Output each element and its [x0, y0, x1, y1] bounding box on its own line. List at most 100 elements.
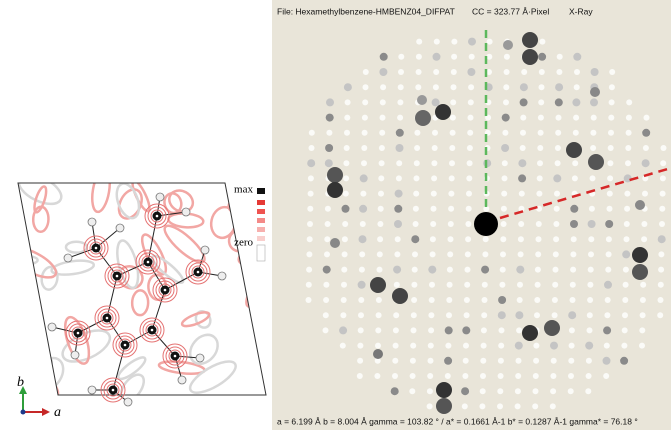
spot	[535, 251, 541, 257]
spot	[661, 145, 667, 151]
spot	[391, 387, 399, 395]
spot	[501, 144, 509, 152]
spot	[468, 99, 474, 105]
spot	[360, 191, 366, 197]
spot	[498, 373, 504, 379]
spot	[396, 175, 402, 181]
spot	[379, 160, 385, 166]
spot	[468, 115, 474, 121]
spot	[660, 191, 666, 197]
spot	[534, 297, 540, 303]
spot	[658, 267, 664, 273]
spot	[502, 175, 508, 181]
spot	[659, 206, 665, 212]
spot	[378, 175, 384, 181]
spot	[414, 175, 420, 181]
spot	[536, 236, 542, 242]
spot	[461, 387, 469, 395]
spot	[539, 84, 545, 90]
spot	[534, 312, 540, 318]
spot	[603, 326, 611, 334]
spot	[341, 267, 347, 273]
spot	[341, 297, 347, 303]
spot	[570, 251, 576, 257]
hydrogen-atom	[196, 354, 204, 362]
spot	[445, 373, 451, 379]
spot	[429, 282, 435, 288]
spot	[397, 99, 403, 105]
spot	[398, 84, 404, 90]
spot	[395, 236, 401, 242]
spot	[451, 69, 457, 75]
spot	[624, 174, 632, 182]
legend-zero: zero	[234, 237, 253, 249]
spot	[555, 130, 561, 136]
spot	[538, 99, 544, 105]
spot	[557, 54, 563, 60]
spot	[409, 388, 415, 394]
spot	[359, 251, 365, 257]
spot	[307, 159, 315, 167]
spot	[375, 343, 381, 349]
spot	[624, 206, 630, 212]
spot	[607, 160, 613, 166]
spot	[413, 221, 419, 227]
spot	[414, 145, 420, 151]
hydrogen-atom	[156, 193, 164, 201]
spot	[462, 373, 468, 379]
spot	[374, 373, 380, 379]
spot	[398, 54, 404, 60]
spot	[358, 312, 364, 318]
spot	[590, 130, 596, 136]
spot	[515, 373, 521, 379]
spot	[574, 69, 580, 75]
hydrogen-atom	[71, 351, 79, 359]
spot	[380, 99, 386, 105]
spot	[465, 251, 471, 257]
atom-highlight	[147, 261, 150, 264]
spot	[623, 267, 629, 273]
spot	[430, 236, 436, 242]
spot	[394, 282, 400, 288]
spot	[502, 130, 508, 136]
spot	[504, 54, 510, 60]
spot	[465, 221, 471, 227]
spot	[499, 327, 505, 333]
spot	[568, 388, 574, 394]
spot	[556, 69, 562, 75]
spot	[642, 129, 650, 137]
spot	[341, 282, 347, 288]
strong-spot	[590, 87, 600, 97]
spot	[515, 342, 523, 350]
spot	[428, 266, 436, 274]
spot	[396, 160, 402, 166]
spot	[607, 191, 613, 197]
spot	[467, 130, 473, 136]
spot	[306, 267, 312, 273]
spot	[448, 221, 454, 227]
strong-spot	[392, 288, 408, 304]
legend-max: max	[234, 184, 253, 196]
spot	[605, 267, 611, 273]
hydrogen-atom	[218, 272, 226, 280]
spot	[325, 159, 333, 167]
strong-spot	[632, 247, 648, 263]
spot	[378, 206, 384, 212]
spot	[568, 311, 576, 319]
spot	[447, 282, 453, 288]
spot	[309, 130, 315, 136]
spot	[536, 191, 542, 197]
spot	[587, 312, 593, 318]
spot	[410, 358, 416, 364]
spot	[376, 312, 382, 318]
spot	[357, 373, 363, 379]
spot	[462, 403, 468, 409]
spot	[607, 175, 613, 181]
spot	[550, 342, 558, 350]
spot	[571, 236, 577, 242]
spot	[517, 282, 523, 288]
spot	[551, 358, 557, 364]
spot	[659, 221, 665, 227]
file-name: File: Hexamethylbenzene-HMBENZ04_DIFPAT	[277, 6, 455, 16]
spot	[605, 297, 611, 303]
